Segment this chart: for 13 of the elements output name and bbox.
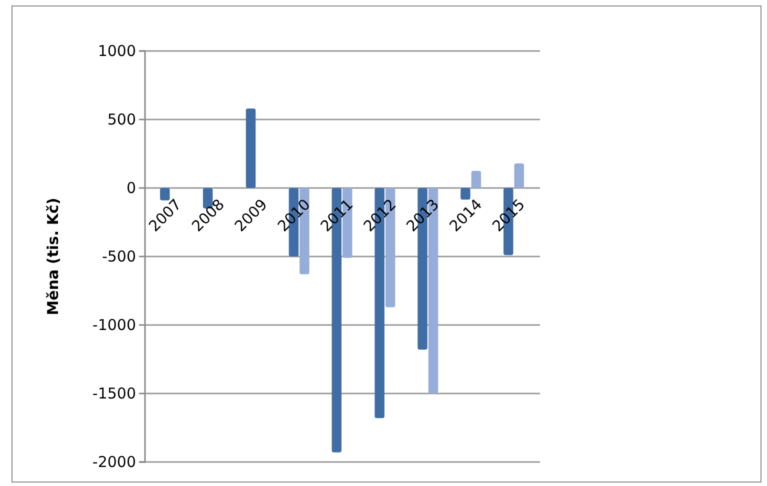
y-tick-label: 1000 [98,42,136,60]
bar [471,170,482,188]
y-axis-title: Měna (tis. Kč) [44,198,62,316]
bar [160,188,170,200]
y-tick-label: -500 [102,247,136,266]
bar [514,163,524,188]
bar [460,188,470,200]
y-tick-label: 500 [107,110,136,128]
y-tick-label: -1500 [92,384,136,402]
bar [246,108,256,188]
y-tick-label: -2000 [92,452,136,471]
y-tick-label: -1000 [92,316,136,334]
y-tick-label: 0 [126,178,136,197]
